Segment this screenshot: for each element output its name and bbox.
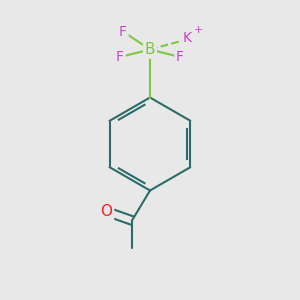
- Text: F: F: [116, 50, 124, 64]
- Text: F: F: [176, 50, 184, 64]
- Text: +: +: [194, 25, 204, 35]
- Text: F: F: [119, 25, 127, 38]
- Text: O: O: [100, 204, 112, 219]
- Text: B: B: [145, 42, 155, 57]
- Text: K: K: [183, 31, 192, 44]
